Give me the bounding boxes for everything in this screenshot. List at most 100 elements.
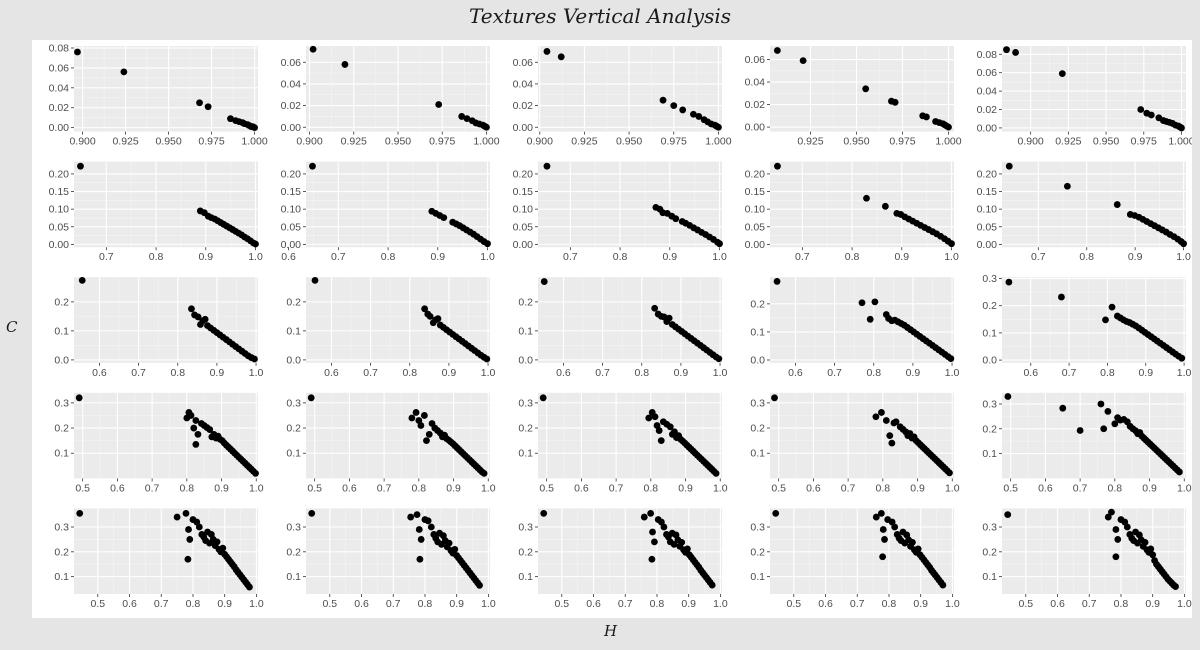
data-point xyxy=(483,123,490,131)
data-point xyxy=(196,99,203,107)
x-tick-label: 0.8 xyxy=(634,367,649,379)
facet-panel-r1-c1: 0.900 0.925 0.950 0.975 1.000 0.00 0.02 0.04 0.0… xyxy=(49,42,268,147)
data-point xyxy=(945,123,952,131)
y-tick-label: 0.06 xyxy=(977,67,998,79)
x-tick-label: 0.7 xyxy=(841,482,856,494)
panel-background xyxy=(770,508,954,594)
data-point xyxy=(192,417,200,424)
data-point xyxy=(1005,278,1013,286)
data-point xyxy=(660,523,668,531)
x-tick-label: 0.9 xyxy=(1128,251,1143,263)
data-point xyxy=(678,538,686,546)
x-tick-label: 0.5 xyxy=(322,598,337,610)
x-tick-label: 0.6 xyxy=(1038,482,1053,494)
facet-panel-r5-c1: 0.5 0.6 0.7 0.8 0.9 1.0 0.1 0.2 0.3 xyxy=(54,508,264,610)
x-tick-label: 0.7 xyxy=(595,367,610,379)
y-tick-label: 0.0 xyxy=(54,354,69,366)
x-tick-label: 0.7 xyxy=(850,598,865,610)
data-point xyxy=(194,430,202,438)
facet-panel-r5-c3: 0.5 0.6 0.7 0.8 0.9 1.0 0.1 0.2 0.3 xyxy=(518,508,728,610)
x-tick-label: 0.6 xyxy=(110,482,125,494)
y-tick-label: 0.2 xyxy=(982,546,997,558)
data-point xyxy=(1178,354,1186,362)
x-tick-label: 0.7 xyxy=(386,598,401,610)
data-point xyxy=(657,437,665,445)
x-tick-label: 0.6 xyxy=(1023,367,1038,379)
data-point xyxy=(774,162,781,170)
y-tick-label: 0.2 xyxy=(54,546,69,558)
x-tick-label: 0.950 xyxy=(155,136,181,148)
x-tick-label: 0.7 xyxy=(795,251,810,263)
x-tick-label: 0.9 xyxy=(214,482,229,494)
x-tick-label: 0.7 xyxy=(1073,482,1088,494)
data-point xyxy=(190,424,198,432)
data-point xyxy=(888,439,896,447)
panel-background xyxy=(538,277,722,363)
data-point xyxy=(670,540,678,548)
data-point xyxy=(640,513,648,521)
x-tick-label: 0.6 xyxy=(92,367,107,379)
data-point xyxy=(204,103,212,111)
data-point xyxy=(76,509,84,517)
y-tick-label: 0.3 xyxy=(518,522,533,534)
data-point xyxy=(1112,553,1120,561)
facet-panel-r5-c2: 0.5 0.6 0.7 0.8 0.9 1.0 0.1 0.2 0.3 xyxy=(286,508,496,610)
data-point xyxy=(666,423,674,431)
y-tick-label: 0.2 xyxy=(750,298,765,310)
y-tick-label: 0.06 xyxy=(513,57,534,69)
x-tick-label: 0.925 xyxy=(571,136,597,148)
y-tick-label: 0.1 xyxy=(518,571,533,583)
x-tick-label: 0.900 xyxy=(1018,136,1044,148)
data-point xyxy=(252,469,259,477)
x-tick-label: 0.5 xyxy=(554,598,569,610)
facet-panel-r2-c5: 0.7 0.8 0.9 1.0 0.00 0.05 0.10 0.15 0.20 xyxy=(977,161,1191,263)
y-tick-label: 0.2 xyxy=(982,300,997,312)
data-point xyxy=(1114,536,1122,543)
x-tick-label: 0.5 xyxy=(1018,598,1033,610)
x-tick-label: 0.9 xyxy=(910,482,925,494)
y-tick-label: 0.1 xyxy=(982,571,997,583)
x-tick-label: 0.8 xyxy=(866,367,881,379)
x-tick-label: 0.8 xyxy=(650,598,665,610)
data-point xyxy=(712,469,720,477)
y-tick-label: 0.3 xyxy=(750,522,765,534)
data-point xyxy=(1059,404,1067,412)
x-tick-label: 0.5 xyxy=(307,482,322,494)
y-tick-label: 0.1 xyxy=(750,571,765,583)
y-tick-label: 0.02 xyxy=(977,104,998,116)
data-point xyxy=(1141,538,1149,546)
panel-background xyxy=(538,161,722,248)
x-tick-label: 0.7 xyxy=(1031,251,1046,263)
panel-background xyxy=(74,508,258,594)
panel-background xyxy=(306,508,490,594)
data-point xyxy=(421,305,429,313)
facet-panel-r3-c1: 0.6 0.7 0.8 0.9 1.0 0.0 0.1 0.2 xyxy=(54,276,263,379)
y-tick-label: 0.0 xyxy=(286,354,301,366)
data-point xyxy=(413,511,421,519)
data-point xyxy=(799,57,807,65)
x-tick-label: 1.0 xyxy=(1177,482,1192,494)
data-point xyxy=(1076,427,1084,434)
data-point xyxy=(251,124,258,132)
data-point xyxy=(1104,513,1112,521)
data-point xyxy=(690,110,697,118)
x-tick-label: 0.950 xyxy=(616,136,642,148)
x-tick-label: 0.8 xyxy=(149,251,164,263)
data-point xyxy=(1100,425,1108,433)
x-tick-label: 0.7 xyxy=(609,482,624,494)
x-tick-label: 0.7 xyxy=(331,251,346,263)
x-tick-label: 0.975 xyxy=(889,136,915,148)
data-point xyxy=(651,304,659,312)
y-tick-label: 0.15 xyxy=(745,186,766,198)
data-point xyxy=(184,555,192,563)
x-tick-label: 0.7 xyxy=(131,367,146,379)
x-tick-label: 1.0 xyxy=(713,482,728,494)
x-tick-label: 0.975 xyxy=(661,136,687,148)
facet-panel-r3-c2: 0.6 0.7 0.8 0.9 1.0 0.0 0.1 0.2 xyxy=(286,276,495,379)
data-point xyxy=(1097,400,1105,408)
x-tick-label: 1.0 xyxy=(249,598,264,610)
x-tick-label: 0.9 xyxy=(1138,367,1153,379)
panel-background xyxy=(770,392,954,479)
data-point xyxy=(74,48,81,56)
data-point xyxy=(341,61,349,68)
